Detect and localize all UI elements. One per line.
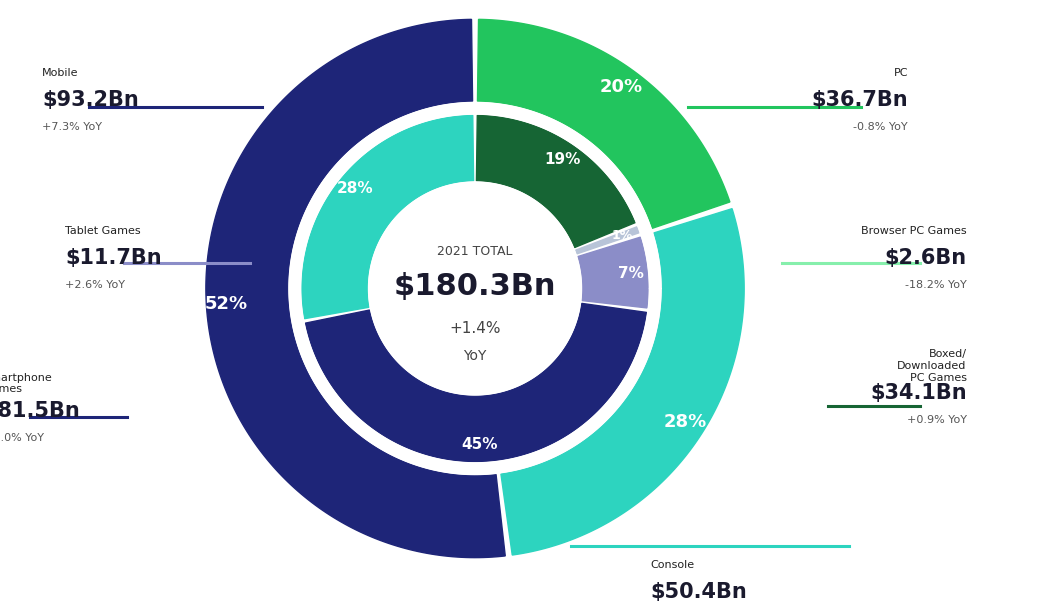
Text: +7.3% YoY: +7.3% YoY bbox=[42, 123, 102, 132]
Text: -0.8% YoY: -0.8% YoY bbox=[853, 123, 908, 132]
Text: $50.4Bn: $50.4Bn bbox=[650, 582, 748, 601]
Text: 19%: 19% bbox=[545, 152, 580, 167]
Text: Mobile: Mobile bbox=[42, 69, 78, 78]
Text: $180.3Bn: $180.3Bn bbox=[394, 272, 556, 300]
Text: $11.7Bn: $11.7Bn bbox=[66, 248, 162, 269]
Text: YoY: YoY bbox=[464, 349, 487, 364]
Text: $34.1Bn: $34.1Bn bbox=[870, 383, 967, 403]
Text: Browser PC Games: Browser PC Games bbox=[861, 227, 967, 236]
Text: 28%: 28% bbox=[664, 413, 707, 431]
Text: PC: PC bbox=[894, 69, 908, 78]
Text: Tablet Games: Tablet Games bbox=[66, 227, 141, 236]
Text: Console: Console bbox=[650, 560, 694, 570]
Text: 45%: 45% bbox=[461, 437, 498, 452]
Text: $36.7Bn: $36.7Bn bbox=[811, 90, 908, 111]
Polygon shape bbox=[476, 115, 635, 248]
Text: -18.2% YoY: -18.2% YoY bbox=[905, 281, 967, 290]
Text: Smartphone
Games: Smartphone Games bbox=[0, 373, 52, 394]
Text: 1%: 1% bbox=[612, 229, 633, 242]
Text: 52%: 52% bbox=[205, 295, 247, 313]
Polygon shape bbox=[477, 19, 730, 228]
Text: Boxed/
Downloaded
PC Games: Boxed/ Downloaded PC Games bbox=[897, 349, 967, 383]
Text: 7%: 7% bbox=[618, 266, 643, 281]
Text: 28%: 28% bbox=[336, 182, 373, 197]
Text: 2021 TOTAL: 2021 TOTAL bbox=[437, 245, 513, 258]
Text: $93.2Bn: $93.2Bn bbox=[42, 90, 139, 111]
Text: $81.5Bn: $81.5Bn bbox=[0, 400, 80, 421]
Polygon shape bbox=[575, 227, 639, 254]
Text: +0.9% YoY: +0.9% YoY bbox=[906, 415, 967, 425]
Polygon shape bbox=[289, 102, 661, 475]
Polygon shape bbox=[302, 115, 474, 319]
Text: $2.6Bn: $2.6Bn bbox=[884, 248, 967, 269]
Polygon shape bbox=[369, 182, 582, 395]
Polygon shape bbox=[206, 19, 505, 558]
Text: +1.4%: +1.4% bbox=[449, 321, 501, 336]
Text: +2.6% YoY: +2.6% YoY bbox=[66, 281, 125, 290]
Text: +8.0% YoY: +8.0% YoY bbox=[0, 433, 44, 442]
Polygon shape bbox=[305, 304, 646, 462]
Polygon shape bbox=[577, 237, 648, 308]
Text: 20%: 20% bbox=[600, 78, 643, 96]
Polygon shape bbox=[501, 209, 744, 555]
